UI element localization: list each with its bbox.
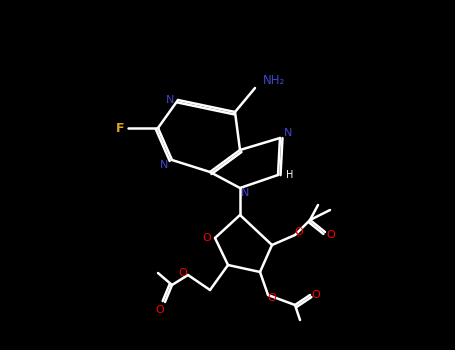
Text: O: O [327, 230, 335, 240]
Text: N: N [241, 188, 249, 198]
Text: NH₂: NH₂ [263, 74, 285, 86]
Text: F: F [116, 121, 124, 134]
Text: O: O [179, 268, 187, 278]
Text: N: N [284, 128, 292, 138]
Text: O: O [202, 233, 212, 243]
Text: N: N [160, 160, 168, 170]
Text: O: O [295, 227, 303, 237]
Text: \: \ [296, 230, 298, 238]
Text: O: O [312, 290, 320, 300]
Text: N: N [166, 95, 174, 105]
Text: O: O [156, 305, 164, 315]
Text: H: H [286, 170, 293, 180]
Text: O: O [268, 293, 276, 303]
